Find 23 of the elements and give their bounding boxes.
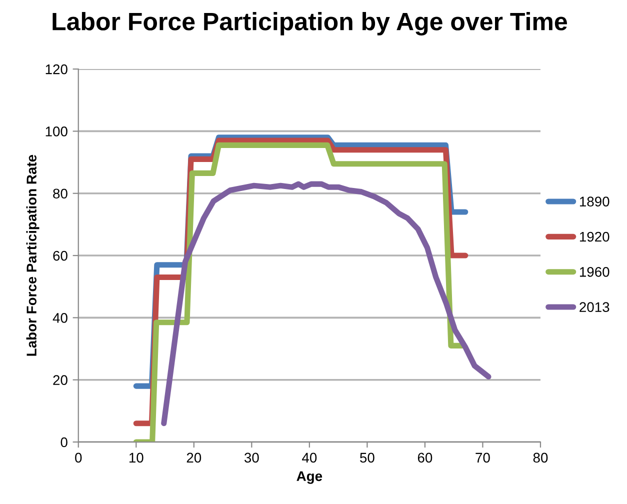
- x-tick-label: 0: [75, 452, 82, 463]
- legend-label: 2013: [580, 302, 610, 312]
- x-tick-label: 30: [244, 452, 259, 463]
- x-tick-label: 10: [129, 452, 144, 463]
- x-tick-label: 80: [533, 452, 548, 463]
- x-tick-label: 20: [186, 452, 202, 463]
- y-tick-label: 120: [46, 64, 68, 74]
- chart-title: Labor Force Participation by Age over Time: [52, 12, 567, 36]
- legend-label: 1920: [580, 232, 610, 242]
- x-tick-label: 40: [302, 452, 317, 463]
- x-axis-title: Age: [296, 471, 322, 484]
- y-axis-title: Labor Force Participation Rate: [26, 154, 40, 356]
- x-tick-label: 70: [476, 452, 490, 463]
- y-tick-label: 80: [53, 188, 68, 199]
- y-tick-label: 20: [53, 375, 68, 386]
- y-tick-label: 60: [53, 250, 68, 261]
- x-tick-label: 50: [360, 452, 374, 463]
- y-tick-label: 100: [46, 126, 68, 136]
- y-tick-label: 0: [60, 437, 68, 448]
- legend-label: 1960: [580, 267, 610, 277]
- y-tick-label: 40: [52, 313, 68, 323]
- x-tick-label: 60: [418, 452, 432, 463]
- legend-label: 1890: [580, 196, 610, 206]
